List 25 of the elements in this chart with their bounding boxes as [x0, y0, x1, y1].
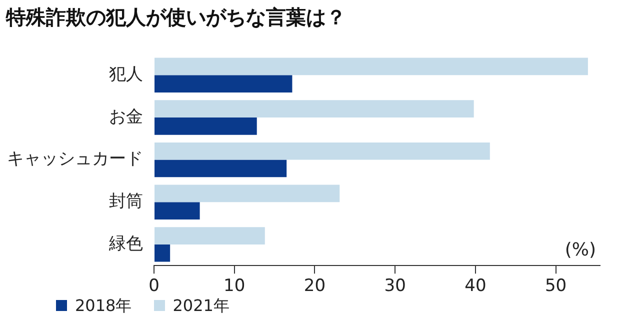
bar — [154, 244, 170, 262]
bar — [154, 75, 292, 93]
x-tick-label: 0 — [148, 276, 160, 296]
y-tick-label: お金 — [109, 106, 143, 127]
x-tick-label: 40 — [464, 276, 486, 296]
bar — [154, 160, 287, 178]
chart-title: 特殊詐欺の犯人が使いがちな言葉は？ — [4, 4, 347, 31]
x-tick-label: 10 — [224, 276, 246, 296]
x-tick-label: 30 — [384, 276, 406, 296]
y-tick-label: 犯人 — [109, 64, 143, 85]
y-tick-label: 緑色 — [108, 234, 143, 254]
annotation: (%) — [564, 239, 596, 260]
y-tick-label: 封筒 — [109, 192, 143, 212]
bar — [154, 227, 265, 244]
x-tick-label: 20 — [304, 276, 326, 296]
bar — [154, 117, 257, 135]
y-tick-label: キャッシュカード — [7, 149, 143, 170]
bar — [154, 184, 340, 202]
bar — [154, 58, 588, 76]
legend-label: 2021年 — [172, 296, 230, 317]
x-tick-label: 50 — [544, 276, 567, 296]
legend-label: 2018年 — [74, 296, 132, 317]
bar — [154, 100, 474, 118]
bar — [154, 142, 490, 160]
bar — [154, 202, 200, 220]
